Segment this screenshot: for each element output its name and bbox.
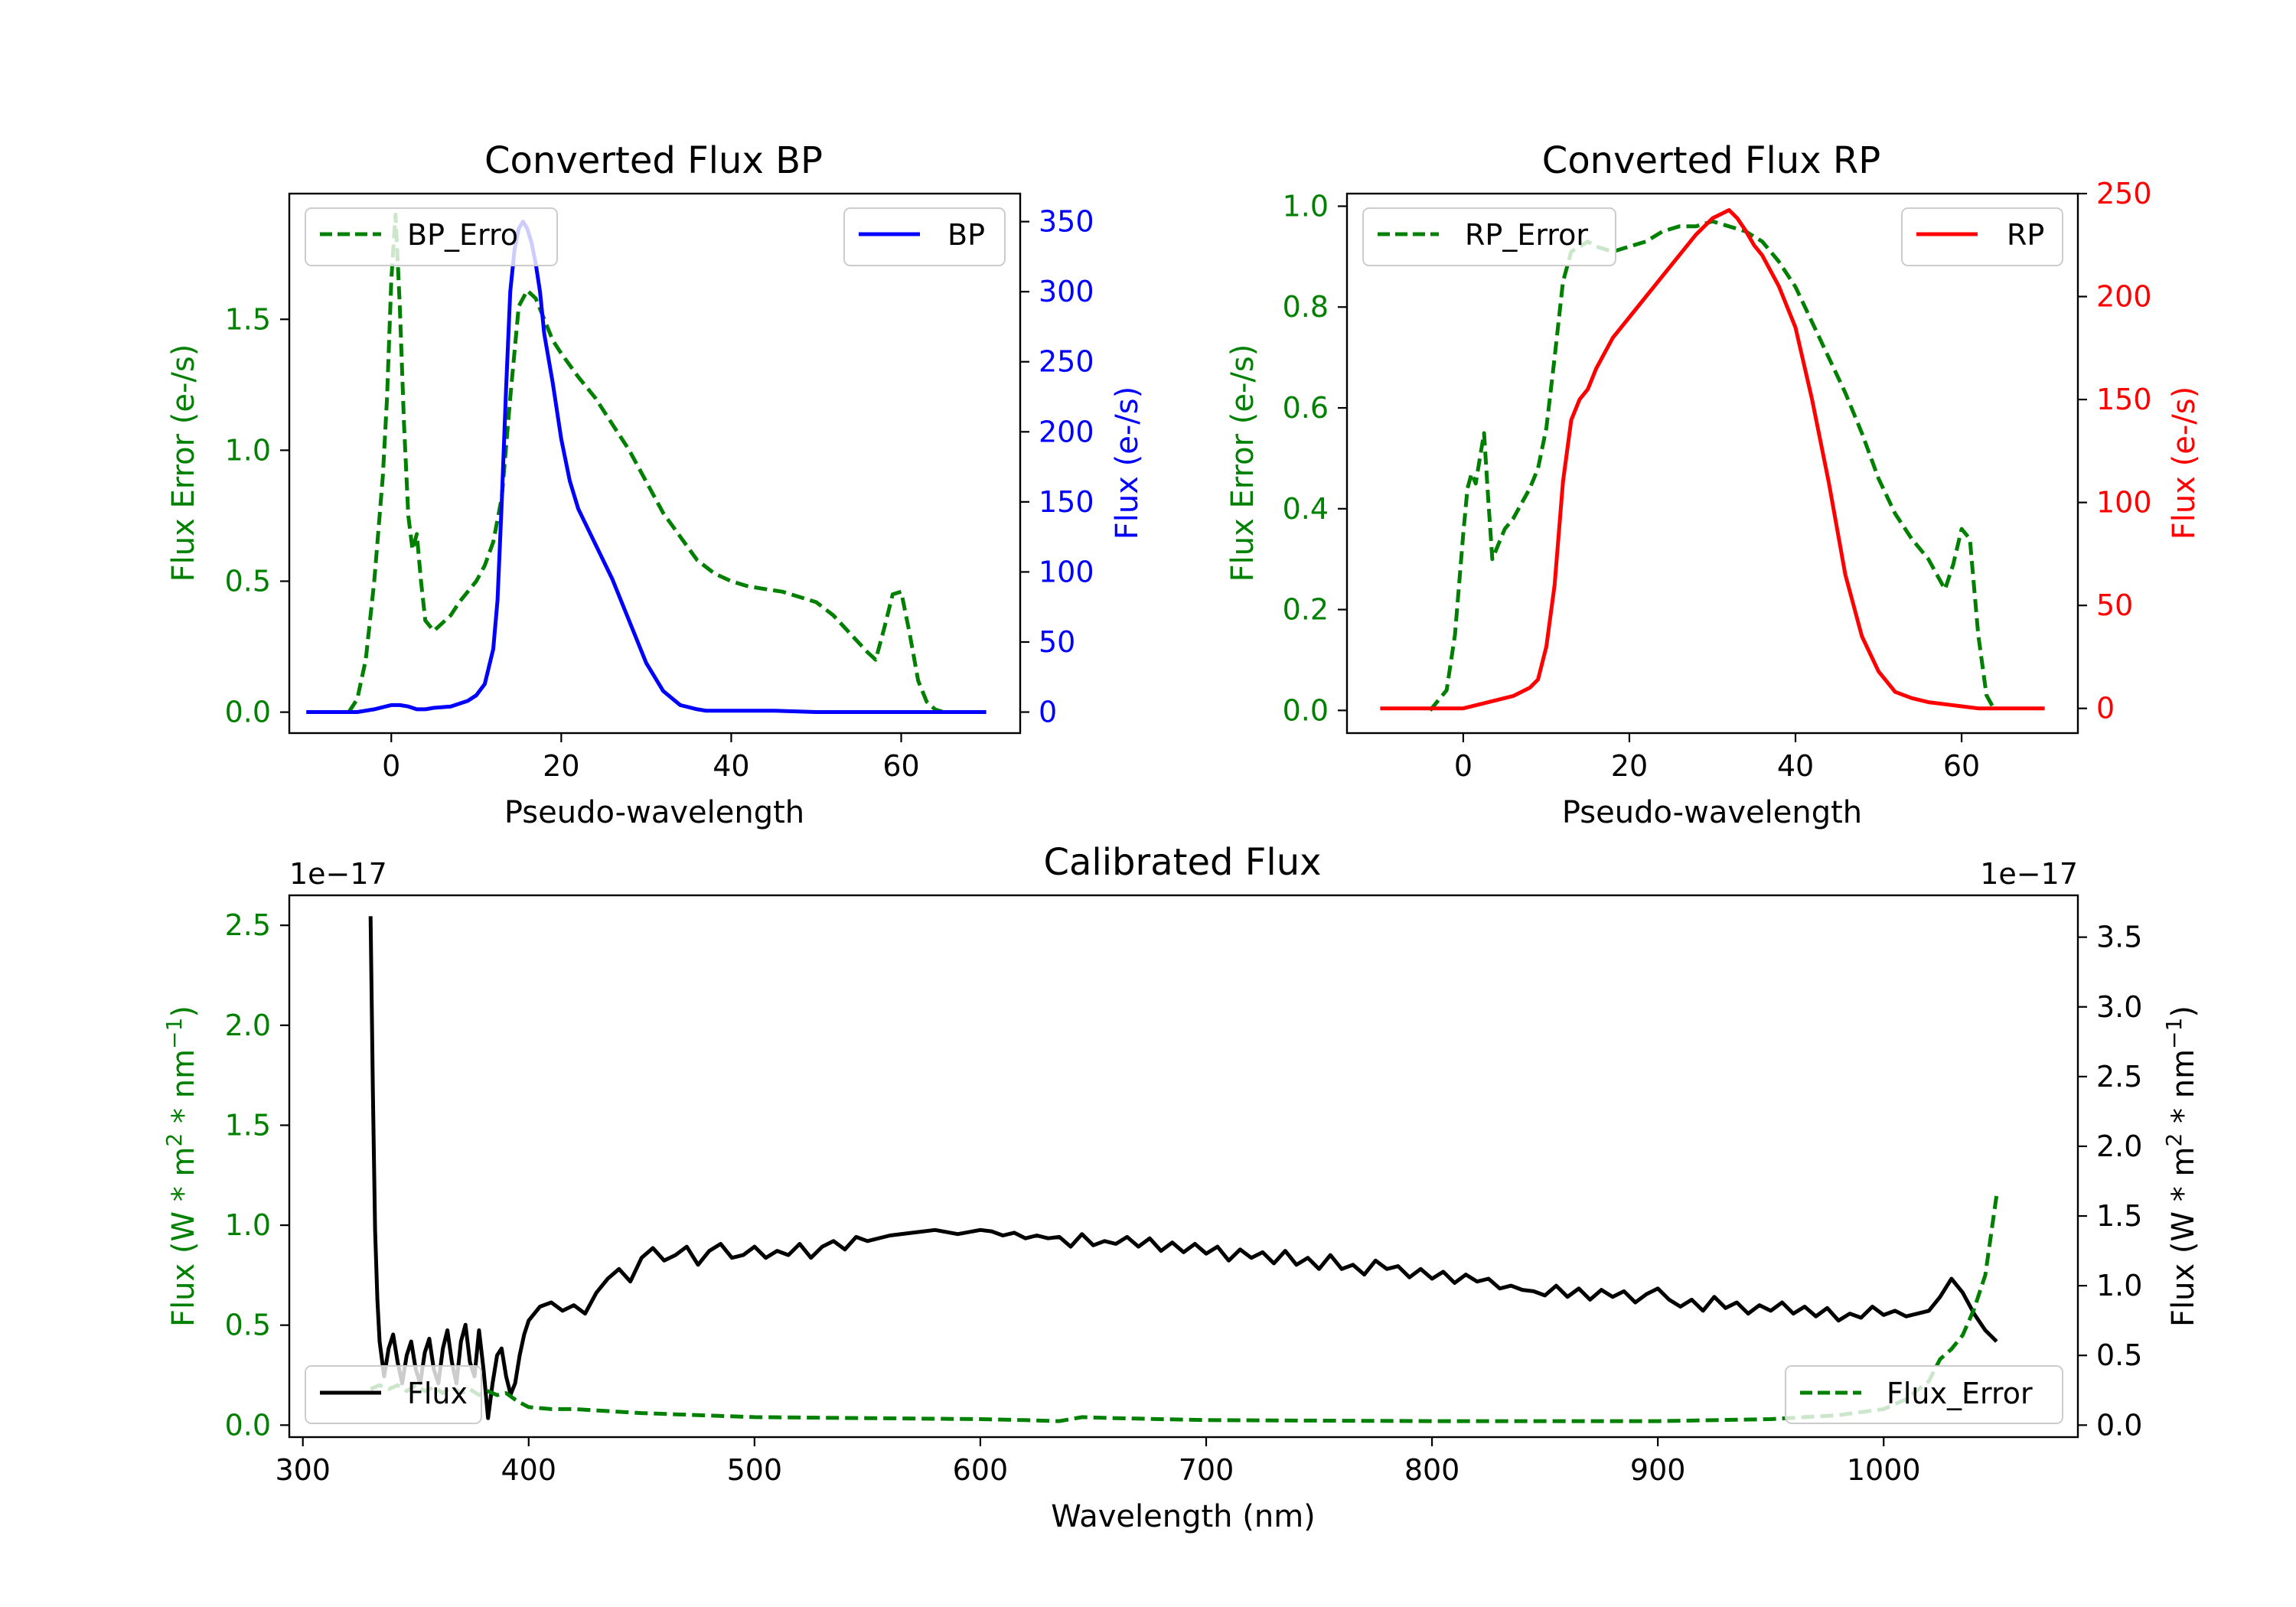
plot-area [1380, 208, 2045, 712]
legend-left[interactable]: RP_Error [1362, 207, 1616, 266]
panel-calibrated-flux: Calibrated Flux 300 400 500 600 700 800 900 100… [161, 841, 2202, 1534]
y-left-tick-label: 0.5 [225, 565, 271, 598]
x-axis-label: Pseudo-wavelength [504, 795, 804, 830]
y-left-tick-label: 1.5 [225, 302, 271, 336]
y-right-tick-label: 150 [1039, 485, 1094, 519]
chart-title: Converted Flux BP [484, 139, 823, 182]
y-right-tick-label: 300 [1039, 275, 1094, 308]
axes-frame [288, 894, 2079, 1439]
legend-label: RP_Error [1465, 218, 1588, 252]
y-right-tick-label: 100 [1039, 555, 1094, 588]
x-tick-label: 20 [1611, 749, 1648, 783]
chart-title: Converted Flux RP [1542, 139, 1880, 182]
y-right-tick-label: 50 [1039, 625, 1075, 659]
y-right-tick-label: 0.0 [2096, 1408, 2142, 1442]
tick-marks: 0 20 40 60 0.0 0.5 1.0 1.5 0 50 100 150 200 250 300 350 [225, 205, 1094, 783]
y-left-tick-label: 2.0 [225, 1009, 271, 1042]
legend-label: BP_Erro [407, 218, 518, 252]
y-right-tick-label: 50 [2096, 588, 2133, 622]
y-left-tick-label: 1.0 [225, 1208, 271, 1242]
y-right-tick-label: 0.5 [2096, 1338, 2142, 1372]
x-axis-label: Pseudo-wavelength [1562, 795, 1862, 830]
y-left-tick-label: 0.0 [225, 1408, 271, 1442]
y-axis-label-left: Flux (W * m2 * nm−1) [161, 1006, 202, 1327]
y-left-tick-label: 1.0 [225, 433, 271, 467]
tick-marks: 0 20 40 60 0.0 0.2 0.4 0.6 0.8 1.0 0 50 100 150 200 250 [1283, 177, 2152, 783]
legend-left[interactable]: BP_Erro [305, 207, 558, 266]
y-right-tick-label: 2.0 [2096, 1129, 2142, 1163]
y-left-tick-label: 1.0 [1283, 189, 1329, 223]
axes-frame [1345, 192, 2079, 735]
y-axis-label-right: Flux (e-/s) [1110, 386, 1145, 539]
x-tick-label: 500 [727, 1453, 783, 1487]
y-right-tick-label: 1.0 [2096, 1269, 2142, 1302]
y-axis-label-right: Flux (W * m2 * nm−1) [2161, 1006, 2202, 1327]
y-axis-label-right: Flux (e-/s) [2167, 386, 2202, 539]
y-left-tick-label: 0.4 [1283, 492, 1329, 526]
x-tick-label: 0 [1454, 749, 1473, 783]
legend-left[interactable]: Flux [305, 1365, 482, 1424]
series-line-rp-error [1428, 219, 1997, 712]
y-right-tick-label: 200 [2096, 280, 2152, 314]
y-left-tick-label: 1.5 [225, 1108, 271, 1142]
y-left-tick-label: 2.5 [225, 908, 271, 942]
panel-converted-flux-bp: Converted Flux BP 0 20 40 60 0.0 0.5 1.0 1.5 0 50… [166, 139, 1145, 830]
legend-right[interactable]: RP [1901, 207, 2063, 266]
legend-label: RP [2007, 218, 2044, 252]
x-tick-label: 0 [382, 749, 400, 783]
y-left-tick-label: 0.2 [1283, 593, 1329, 627]
y-right-tick-label: 250 [1039, 345, 1094, 379]
panel-converted-flux-rp: Converted Flux RP 0 20 40 60 0.0 0.2 0.4 0.6 0.8… [1225, 139, 2202, 830]
axes-frame [288, 192, 1022, 735]
chart-title: Calibrated Flux [1043, 841, 1321, 884]
x-tick-label: 700 [1179, 1453, 1234, 1487]
series-line-rp [1380, 208, 2045, 711]
series-line-bp-error [347, 212, 944, 714]
x-tick-label: 20 [543, 749, 579, 783]
x-tick-label: 600 [953, 1453, 1009, 1487]
x-tick-label: 60 [882, 749, 919, 783]
legend-right[interactable]: Flux_Error [1785, 1365, 2063, 1424]
series-line-flux [368, 916, 1998, 1420]
x-tick-label: 40 [713, 749, 749, 783]
x-tick-label: 300 [275, 1453, 331, 1487]
x-axis-label: Wavelength (nm) [1051, 1499, 1316, 1534]
y-right-tick-label: 2.5 [2096, 1060, 2142, 1094]
y-left-tick-label: 0.0 [225, 696, 271, 729]
y-left-tick-label: 0.8 [1283, 290, 1329, 324]
y-right-tick-label: 350 [1039, 205, 1094, 239]
legend-label: Flux_Error [1887, 1377, 2033, 1410]
x-tick-label: 40 [1777, 749, 1814, 783]
legend-label: Flux [407, 1377, 468, 1410]
legend-label: BP [947, 218, 985, 252]
x-tick-label: 400 [501, 1453, 557, 1487]
y-right-tick-label: 100 [2096, 486, 2152, 520]
y-right-tick-label: 3.5 [2096, 921, 2142, 954]
y-left-tick-label: 0.5 [225, 1309, 271, 1342]
x-tick-label: 900 [1630, 1453, 1686, 1487]
y-right-tick-label: 150 [2096, 383, 2152, 416]
legend-right[interactable]: BP [843, 207, 1006, 266]
y-right-tick-label: 200 [1039, 415, 1094, 448]
tick-marks: 300 400 500 600 700 800 900 1000 0.0 0.5 1.0 1.5 2.0… [225, 908, 2143, 1487]
offset-label-left: 1e−17 [289, 857, 387, 891]
y-left-tick-label: 0.6 [1283, 391, 1329, 425]
x-tick-label: 800 [1404, 1453, 1460, 1487]
y-right-tick-label: 0 [2096, 692, 2115, 725]
y-right-tick-label: 1.5 [2096, 1199, 2142, 1233]
y-right-tick-label: 0 [1039, 696, 1057, 729]
y-axis-label-left: Flux Error (e-/s) [166, 344, 201, 582]
x-tick-label: 1000 [1847, 1453, 1921, 1487]
offset-label-right: 1e−17 [1980, 857, 2078, 891]
y-right-tick-label: 250 [2096, 177, 2152, 210]
y-axis-label-left: Flux Error (e-/s) [1225, 344, 1261, 582]
y-left-tick-label: 0.0 [1283, 693, 1329, 727]
x-tick-label: 60 [1943, 749, 1980, 783]
y-right-tick-label: 3.0 [2096, 990, 2142, 1024]
